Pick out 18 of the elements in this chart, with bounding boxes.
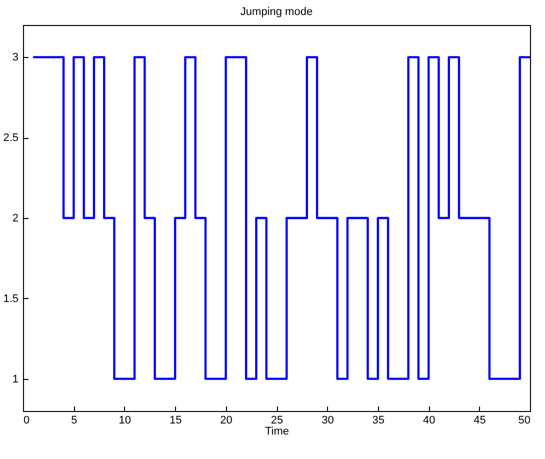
chart-title: Jumping mode (240, 6, 313, 18)
x-tick-label: 15 (169, 414, 182, 426)
x-tick-label: 5 (71, 414, 78, 426)
x-tick-label: 20 (220, 414, 232, 426)
x-tick-label: 30 (322, 414, 334, 426)
x-tick-label: 40 (422, 414, 436, 426)
y-tick-label: 2 (12, 212, 18, 224)
x-tick-label: 50 (518, 414, 530, 426)
x-tick-label: 10 (118, 414, 132, 426)
y-tick-label: 1.5 (3, 292, 18, 305)
x-tick-label: 45 (474, 414, 486, 426)
x-axis-title: Time (264, 426, 290, 438)
y-tick-label: 2.5 (3, 132, 18, 144)
x-tick-label: 0 (24, 414, 30, 426)
y-tick-label: 3 (12, 52, 18, 64)
x-tick-label: 35 (372, 414, 385, 426)
y-tick-label: 1 (12, 373, 18, 386)
x-tick-label: 25 (270, 414, 284, 426)
